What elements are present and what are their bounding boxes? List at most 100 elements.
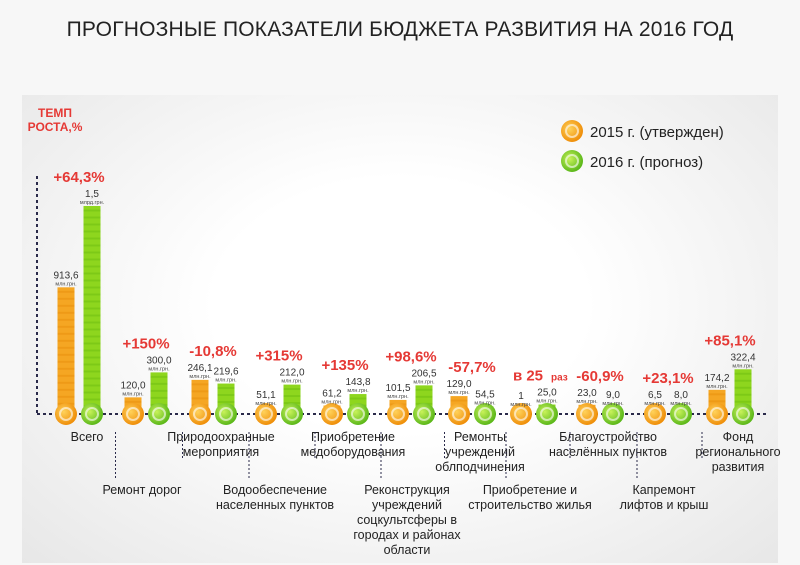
unit-label-2015: млн.грн. [644,401,666,407]
unit-label-2016: млн.грн. [347,388,369,394]
bar-2016-stripe [150,382,168,385]
value-label-2015: 246,1 [187,363,212,374]
category-label: населенных пунктов [216,498,334,512]
bar-2016 [474,403,496,425]
bar-2016-bulb-ring [351,407,365,421]
bar-2015 [706,389,728,425]
bar-2016-bulb-ring [417,407,431,421]
bar-2015-bulb [644,403,666,425]
bar-2016-stripe [217,394,235,396]
unit-label-2016: млн.грн. [670,401,692,407]
bar-2015 [189,379,211,425]
bar-2016-stripe [83,209,101,212]
bar-2015 [644,403,666,425]
bar-2015-stripe [57,367,75,370]
category-label: регионального [695,445,780,459]
bar-2015-stripe [57,388,75,391]
bar-2015-bulb-ring [580,407,594,421]
bar-2015-bulb [321,403,343,425]
bar-2015-stripe [124,400,142,403]
bar-2015-bulb-ring [259,407,273,421]
bar-2016-stripe [83,398,101,401]
bar-2016-stripe [83,216,101,219]
unit-label-2015: млн.грн. [387,394,409,400]
bar-2016-stripe [83,307,101,310]
legend-marker [561,150,583,172]
value-label-2015: 913,6 [53,270,78,281]
bar-2015-bulb [122,403,144,425]
bar-2016-bulb [148,403,170,425]
growth-label: +135% [321,357,368,374]
growth-suffix: раз [551,373,568,384]
bar-2016-stripe [734,379,752,382]
value-label-2016: 9,0 [606,390,620,401]
unit-label-2016: млрд.грн. [80,200,105,206]
value-label-2016: 206,5 [411,368,436,379]
bar-2016 [215,383,237,425]
growth-header-line2: РОСТА,% [28,120,83,134]
bar-2016 [602,403,624,425]
bar-2015-stripe [57,311,75,314]
category-label: Водообеспечение [223,483,327,497]
bar-2015-bulb [387,403,409,425]
bar-2015-bulb [576,403,598,425]
category-label: Благоустройство [559,430,657,444]
unit-label-2015: млн.грн. [189,374,211,380]
bar-2015 [255,403,277,425]
growth-header-line1: ТЕМП [38,106,72,120]
bar-2016-bulb-ring [606,407,620,421]
category-label: Природоохранные [167,430,275,444]
bar-2016-stripe [734,372,752,375]
bar-2015-stripe [57,332,75,335]
bar-2016 [81,206,103,425]
bar-2016-stripe [83,342,101,345]
bar-2015-stripe [57,297,75,300]
value-label-2016: 219,6 [213,367,238,378]
unit-label-2016: млн.грн. [602,401,624,407]
bar-2015-stripe [57,346,75,349]
bar-2016-stripe [83,300,101,303]
growth-label: +315% [255,348,302,365]
category-label: населённых пунктов [549,445,667,459]
bar-2015-stripe [57,360,75,363]
value-label-2016: 8,0 [674,390,688,401]
category-label: городах и районах [353,528,461,542]
bar-2016-bulb [281,403,303,425]
bar-2016-stripe [349,397,367,400]
value-label-2015: 61,2 [322,389,342,400]
bar-2016-stripe [83,223,101,226]
bar-2015-bulb [189,403,211,425]
unit-label-2016: млн.грн. [474,400,496,406]
value-label-2016: 54,5 [475,389,495,400]
bar-2015-bulb-ring [126,407,140,421]
bar-2015-stripe [57,318,75,321]
category-label: лифтов и крыш [620,498,709,512]
value-label-2015: 6,5 [648,390,662,401]
bar-2016-stripe [83,279,101,282]
bar-2015-bulb-ring [325,407,339,421]
bar-2016-bulb [215,403,237,425]
bar-2015-stripe [708,400,726,403]
bar-2016-stripe [83,237,101,240]
value-label-2016: 212,0 [279,368,304,379]
bar-2016-bulb [732,403,754,425]
value-label-2015: 1 [518,391,524,402]
bar-2015-bulb-ring [514,407,528,421]
bar-2015-bulb [55,403,77,425]
unit-label-2016: млн.грн. [281,379,303,385]
bar-2016-stripe [415,395,433,398]
bar-2016-stripe [150,396,168,399]
bar-2015-stripe [57,353,75,356]
bar-2016-bulb-ring [85,407,99,421]
bar-2016-stripe [83,356,101,359]
growth-label: -57,7% [448,359,496,376]
bar-2016-stripe [217,387,235,389]
legend-item-2016: 2016 г. (прогноз) [561,150,703,172]
unit-label-2015: млн.грн. [321,400,343,406]
bar-2016-stripe [83,328,101,331]
value-label-2016: 143,8 [345,377,370,388]
chart-panel [22,95,778,563]
bar-2015-bulb [448,403,470,425]
growth-label: +23,1% [642,370,693,387]
category-label: Приобретение [311,430,395,444]
